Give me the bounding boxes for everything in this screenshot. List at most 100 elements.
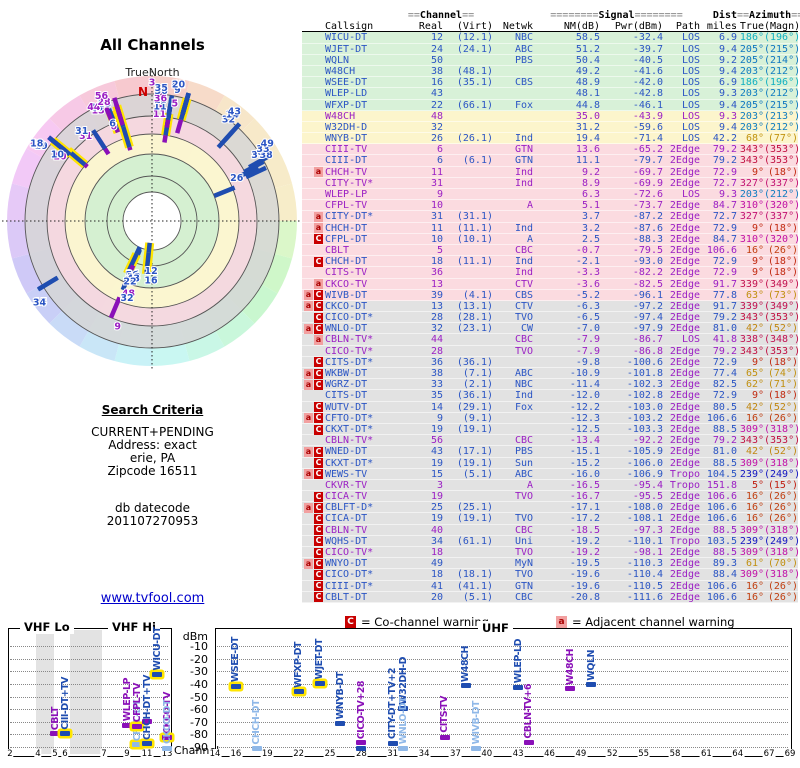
cell-nm-db: -7.9 bbox=[533, 334, 600, 346]
co-channel-legend-text: = Co-channel warning bbox=[361, 615, 489, 629]
cell-distance-miles: 79.2 bbox=[700, 155, 737, 167]
cell-callsign: CBLT-DT bbox=[325, 591, 389, 603]
cell-virtual-channel bbox=[443, 144, 493, 156]
cell-callsign: CHCH-DT bbox=[325, 222, 389, 234]
cell-distance-miles: 72.9 bbox=[700, 390, 737, 402]
cell-virtual-channel: (48.1) bbox=[443, 65, 493, 78]
radar-signal-bar bbox=[159, 88, 166, 112]
channel-tick: 11 bbox=[140, 749, 154, 759]
cell-azimuth-true: 16° bbox=[737, 502, 764, 514]
radar-channel-label: 35 bbox=[155, 83, 168, 94]
cell-virtual-channel: (5.1) bbox=[443, 468, 493, 480]
radar-channel-label: 13 bbox=[90, 103, 103, 114]
cell-nm-db: -7.9 bbox=[533, 345, 600, 357]
channel-tick: 2 bbox=[6, 749, 14, 759]
cell-real-channel: 12 bbox=[389, 32, 443, 44]
cell-distance-miles: 84.7 bbox=[700, 233, 737, 245]
cell-azimuth-true: 68° bbox=[737, 133, 764, 145]
cell-network: GTN bbox=[493, 580, 533, 592]
cell-azimuth-true: 343° bbox=[737, 155, 764, 167]
radar-channel-label: 33 bbox=[256, 144, 269, 155]
co-channel-warning-badge: C bbox=[314, 424, 323, 435]
cell-azimuth-magn: (349°) bbox=[764, 300, 800, 313]
radar-channel-label: 36 bbox=[154, 86, 168, 97]
cell-azimuth-magn: (318°) bbox=[764, 547, 800, 559]
signal-bar bbox=[142, 741, 152, 747]
cell-path: 2Edge bbox=[663, 569, 700, 581]
cell-pwr-dbm: -93.0 bbox=[600, 256, 663, 268]
radar-channel-label: 43 bbox=[228, 107, 241, 118]
radar-signal-bar bbox=[47, 135, 68, 153]
cell-azimuth-true: 309° bbox=[737, 457, 764, 469]
cell-distance-miles: 79.2 bbox=[700, 312, 737, 324]
band-label-vhf-lo: VHF Lo bbox=[20, 620, 74, 634]
cell-nm-db: 51.2 bbox=[533, 43, 600, 55]
legend-adjacent-channel: a = Adjacent channel warning bbox=[556, 615, 735, 629]
cell-callsign: WFXP-DT bbox=[325, 99, 389, 111]
cell-azimuth-true: 205° bbox=[737, 99, 764, 111]
cell-network: CBC bbox=[493, 524, 533, 536]
cell-virtual-channel: (35.1) bbox=[443, 77, 493, 89]
cell-virtual-channel: (28.1) bbox=[443, 312, 493, 324]
signal-bar bbox=[293, 689, 304, 695]
cell-nm-db: -18.5 bbox=[533, 524, 600, 536]
cell-real-channel: 36 bbox=[389, 267, 443, 279]
cell-callsign: CITS-DT* bbox=[325, 356, 389, 368]
cell-distance-miles: 72.7 bbox=[700, 211, 737, 223]
cell-pwr-dbm: -108.1 bbox=[600, 513, 663, 525]
cell-real-channel: 34 bbox=[389, 535, 443, 547]
co-channel-warning-badge: C bbox=[314, 547, 323, 558]
cell-azimuth-true: 9° bbox=[737, 222, 764, 234]
cell-network bbox=[493, 356, 533, 368]
cell-distance-miles: 106.6 bbox=[700, 491, 737, 503]
cell-real-channel: 25 bbox=[389, 502, 443, 514]
warning-cell: a bbox=[302, 278, 325, 290]
cell-azimuth-true: 239° bbox=[737, 468, 764, 480]
channel-tick: 49 bbox=[574, 749, 588, 759]
cell-real-channel: 14 bbox=[389, 401, 443, 413]
cell-nm-db: -16.0 bbox=[533, 468, 600, 480]
cell-nm-db: -19.2 bbox=[533, 547, 600, 559]
cell-callsign: WJET-DT bbox=[325, 43, 389, 55]
dbm-axis-label: dBm bbox=[182, 630, 208, 643]
cell-azimuth-magn: (249°) bbox=[764, 468, 800, 480]
adjacent-warning-badge: a bbox=[314, 279, 323, 290]
cell-callsign: CKCO-DT bbox=[325, 300, 389, 313]
cell-azimuth-true: 61° bbox=[737, 558, 764, 570]
cell-azimuth-true: 309° bbox=[737, 569, 764, 581]
warning-cell: C bbox=[302, 401, 325, 413]
cell-azimuth-true: 309° bbox=[737, 547, 764, 559]
cell-real-channel: 38 bbox=[389, 368, 443, 380]
cell-virtual-channel bbox=[443, 189, 493, 201]
radar-channel-label: 28 bbox=[98, 99, 112, 110]
cell-path: 2Edge bbox=[663, 412, 700, 424]
radar-channel-label: 43 bbox=[127, 273, 140, 284]
channel-tick: 52 bbox=[605, 749, 619, 759]
radar-channel-label: 18 bbox=[30, 138, 44, 149]
cell-azimuth-true: 203° bbox=[737, 65, 764, 78]
radar-channel-label: 50 bbox=[126, 270, 140, 281]
radar-channel-label: 5 bbox=[171, 99, 178, 110]
cell-real-channel: 19 bbox=[389, 457, 443, 469]
cell-callsign: WNED-DT bbox=[325, 446, 389, 458]
tvfool-link[interactable]: www.tvfool.com bbox=[100, 591, 205, 606]
cell-nm-db: -19.2 bbox=[533, 535, 600, 547]
cell-pwr-dbm: -39.7 bbox=[600, 43, 663, 55]
signal-bar bbox=[356, 740, 367, 746]
cell-path: 2Edge bbox=[663, 502, 700, 514]
cell-virtual-channel: (36.1) bbox=[443, 356, 493, 368]
cell-pwr-dbm: -43.9 bbox=[600, 110, 663, 122]
cell-pwr-dbm: -111.6 bbox=[600, 591, 663, 603]
cell-network bbox=[493, 412, 533, 424]
station-label: CBLN-TV+6 bbox=[523, 684, 535, 739]
cell-nm-db: 3.7 bbox=[533, 211, 600, 223]
db-datecode-label: db datecode bbox=[114, 501, 191, 515]
signal-bar bbox=[460, 683, 471, 689]
cell-callsign: CICA-DT bbox=[325, 513, 389, 525]
cell-azimuth-magn: (318°) bbox=[764, 524, 800, 536]
radar-channel-label: 3 bbox=[149, 77, 156, 88]
cell-virtual-channel: (23.1) bbox=[443, 323, 493, 335]
cell-callsign: CBLT bbox=[325, 244, 389, 257]
